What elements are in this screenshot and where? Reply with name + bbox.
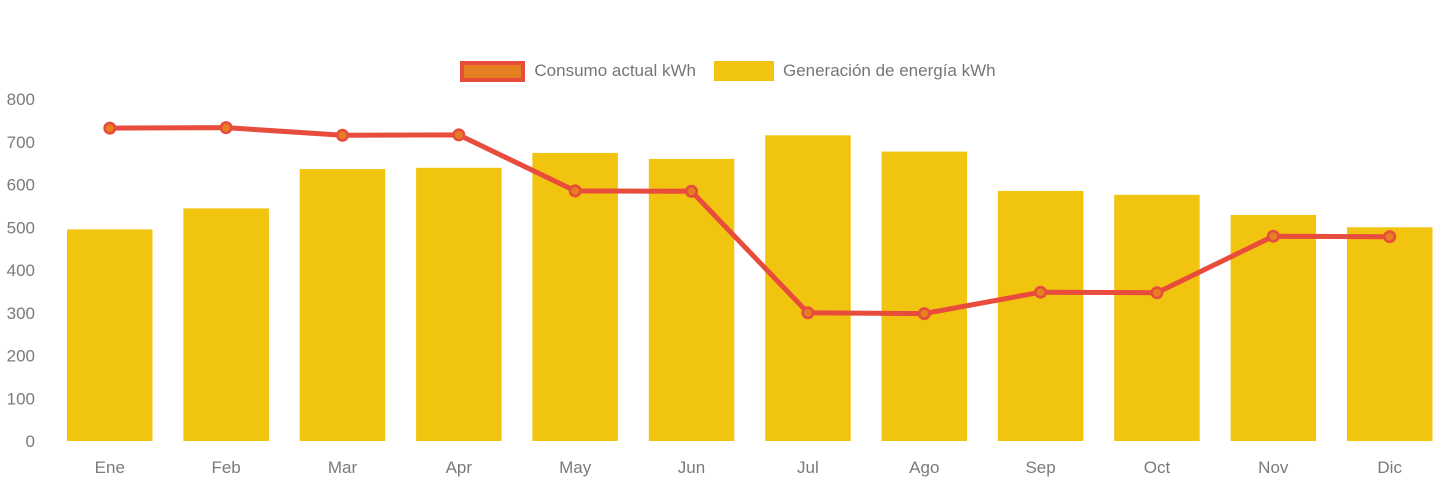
x-axis-label-apr: Apr — [446, 458, 473, 477]
y-axis-label-600: 600 — [7, 176, 35, 195]
line-point-sep[interactable] — [1034, 285, 1048, 299]
bar-sep[interactable] — [997, 190, 1084, 441]
y-axis-label-800: 800 — [7, 90, 35, 109]
bar-ene[interactable] — [67, 229, 153, 441]
y-axis-label-200: 200 — [7, 347, 35, 366]
x-axis-label-jul: Jul — [797, 458, 819, 477]
line-point-apr[interactable] — [452, 128, 466, 142]
bar-jul[interactable] — [765, 135, 851, 442]
bar-may[interactable] — [532, 152, 618, 441]
x-axis-label-feb: Feb — [211, 458, 240, 477]
x-axis-label-oct: Oct — [1144, 458, 1171, 477]
y-axis-label-500: 500 — [7, 218, 35, 237]
legend-item-consumo[interactable]: Consumo actual kWh — [460, 60, 696, 82]
y-axis-label-0: 0 — [26, 432, 35, 451]
x-axis-label-dic: Dic — [1377, 458, 1402, 477]
legend-label-generacion: Generación de energía kWh — [782, 61, 996, 80]
y-axis-label-100: 100 — [7, 389, 35, 408]
y-axis-label-300: 300 — [7, 304, 35, 323]
x-axis-label-may: May — [559, 458, 592, 477]
line-point-jul[interactable] — [801, 306, 815, 320]
bar-ago[interactable] — [881, 151, 968, 441]
line-point-jun[interactable] — [684, 184, 698, 198]
x-axis-label-sep: Sep — [1025, 458, 1055, 477]
bar-mar[interactable] — [299, 169, 386, 441]
x-axis-label-mar: Mar — [328, 458, 358, 477]
x-axis-label-nov: Nov — [1258, 458, 1289, 477]
bar-jun[interactable] — [648, 158, 735, 441]
line-point-ene[interactable] — [103, 121, 117, 135]
legend-label-consumo: Consumo actual kWh — [534, 61, 696, 80]
x-axis-label-jun: Jun — [678, 458, 705, 477]
y-axis-label-400: 400 — [7, 261, 35, 280]
legend-swatch-generacion — [713, 61, 774, 81]
line-point-ago[interactable] — [917, 307, 931, 321]
line-point-nov[interactable] — [1266, 229, 1280, 243]
y-axis-label-700: 700 — [7, 133, 35, 152]
x-axis-label-ago: Ago — [909, 458, 939, 477]
chart-legend: Consumo actual kWh Generación de energía… — [0, 60, 1456, 82]
bar-oct[interactable] — [1114, 194, 1200, 441]
line-point-dic[interactable] — [1383, 230, 1397, 244]
line-point-mar[interactable] — [335, 128, 349, 142]
x-axis-label-ene: Ene — [95, 458, 125, 477]
bar-dic[interactable] — [1347, 227, 1433, 442]
legend-item-generacion[interactable]: Generación de energía kWh — [713, 60, 996, 82]
line-point-oct[interactable] — [1150, 286, 1164, 300]
consumption-line — [107, 125, 1393, 317]
bar-feb[interactable] — [183, 208, 269, 441]
line-point-may[interactable] — [568, 184, 582, 198]
line-point-feb[interactable] — [219, 121, 233, 135]
legend-swatch-consumo — [460, 60, 526, 82]
bar-apr[interactable] — [416, 167, 502, 442]
